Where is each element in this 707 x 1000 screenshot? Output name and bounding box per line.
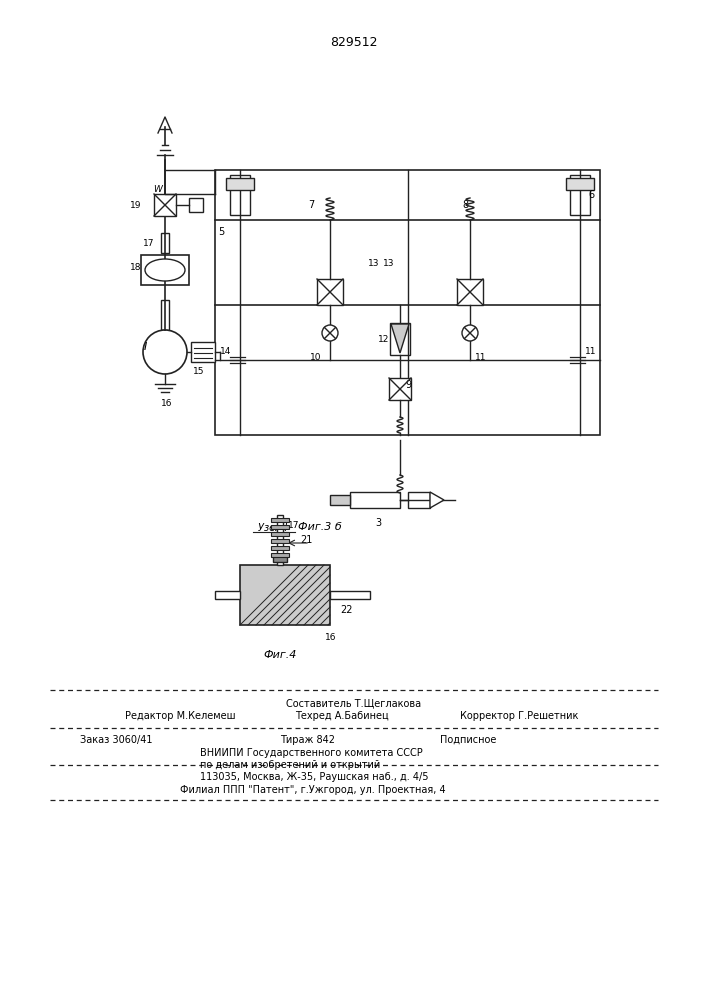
Text: 18: 18	[130, 263, 141, 272]
Text: 22: 22	[340, 605, 353, 615]
Text: Фиг.3 б: Фиг.3 б	[298, 522, 342, 532]
Bar	[330, 495, 350, 505]
Circle shape	[462, 325, 478, 341]
Bar	[273, 556, 287, 562]
Bar	[154, 194, 176, 216]
Bar	[161, 233, 169, 253]
Text: 5: 5	[218, 227, 224, 237]
Text: по делам изобретений и открытий: по делам изобретений и открытий	[200, 760, 380, 770]
Text: 12: 12	[378, 336, 390, 344]
Bar	[271, 525, 289, 529]
Bar	[350, 492, 400, 508]
Text: 13: 13	[383, 258, 395, 267]
Text: 113035, Москва, Ж-35, Раушская наб., д. 4/5: 113035, Москва, Ж-35, Раушская наб., д. …	[200, 772, 428, 782]
Bar	[240, 565, 330, 625]
Text: ВНИИПИ Государственного комитета СССР: ВНИИПИ Государственного комитета СССР	[200, 748, 423, 758]
Circle shape	[322, 325, 338, 341]
Polygon shape	[430, 492, 444, 508]
Text: Фиг.4: Фиг.4	[263, 650, 297, 660]
Text: 9: 9	[405, 380, 411, 390]
Bar	[408, 492, 430, 508]
Text: 3: 3	[375, 518, 381, 528]
Bar	[215, 170, 600, 435]
Text: 16: 16	[325, 633, 337, 642]
Bar	[271, 539, 289, 543]
Text: W: W	[153, 186, 162, 194]
Text: Корректор Г.Решетник: Корректор Г.Решетник	[460, 711, 578, 721]
Text: I: I	[144, 342, 146, 352]
Text: 6: 6	[588, 190, 594, 200]
Text: 7: 7	[308, 200, 314, 210]
Bar	[226, 178, 254, 190]
Bar	[271, 546, 289, 550]
Bar	[141, 255, 189, 285]
Text: 10: 10	[310, 353, 322, 361]
Text: 13: 13	[368, 258, 380, 267]
Bar	[161, 300, 169, 330]
Bar	[215, 591, 240, 599]
Bar	[390, 323, 410, 355]
Text: Тираж 842: Тираж 842	[280, 735, 335, 745]
Text: 21: 21	[300, 535, 312, 545]
Bar	[277, 515, 283, 565]
Bar	[317, 279, 343, 305]
Bar	[271, 518, 289, 522]
Text: Филиал ППП "Патент", г.Ужгород, ул. Проектная, 4: Филиал ППП "Патент", г.Ужгород, ул. Прое…	[180, 785, 445, 795]
Text: Подписное: Подписное	[440, 735, 496, 745]
Bar	[230, 175, 250, 215]
Text: 829512: 829512	[330, 35, 378, 48]
Text: Составитель Т.Щеглакова: Составитель Т.Щеглакова	[286, 698, 421, 708]
Bar	[189, 198, 203, 212]
Text: Узел I: Узел I	[258, 523, 287, 533]
Ellipse shape	[145, 259, 185, 281]
Text: 17: 17	[288, 520, 300, 530]
Bar	[271, 553, 289, 557]
Bar	[566, 178, 594, 190]
Text: 11: 11	[585, 348, 597, 357]
Bar	[330, 591, 370, 599]
Bar	[570, 175, 590, 215]
Bar	[191, 342, 215, 362]
Text: 8: 8	[462, 200, 468, 210]
Text: 11: 11	[475, 353, 486, 361]
Text: 15: 15	[193, 366, 204, 375]
Text: Редактор М.Келемеш: Редактор М.Келемеш	[125, 711, 235, 721]
Bar	[389, 378, 411, 400]
Bar	[457, 279, 483, 305]
Circle shape	[143, 330, 187, 374]
Text: 17: 17	[143, 238, 155, 247]
Text: Техред А.Бабинец: Техред А.Бабинец	[295, 711, 389, 721]
Text: 16: 16	[161, 399, 173, 408]
Bar	[271, 532, 289, 536]
Text: 14: 14	[220, 348, 231, 357]
Text: Заказ 3060/41: Заказ 3060/41	[80, 735, 153, 745]
Text: 19: 19	[130, 200, 141, 210]
Polygon shape	[391, 324, 409, 353]
